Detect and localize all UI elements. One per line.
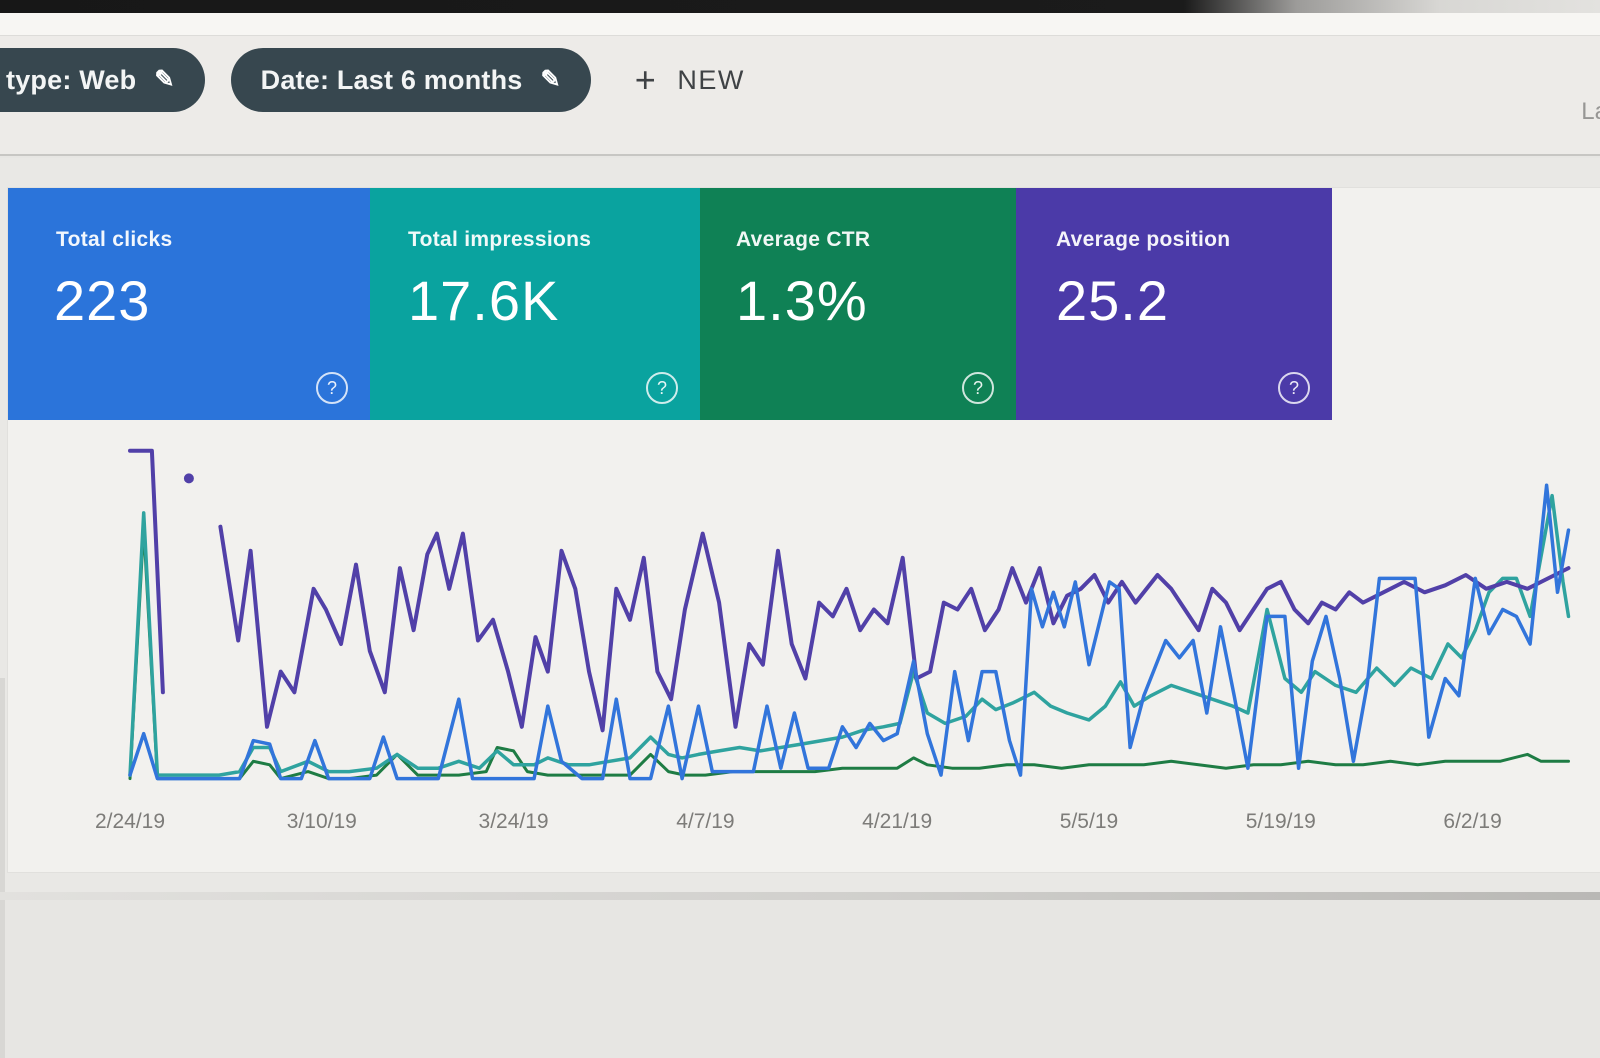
average-position-label: Average position <box>1056 228 1231 251</box>
total-clicks-label: Total clicks <box>56 228 173 251</box>
plus-icon: + <box>634 59 658 100</box>
x-tick-label: 3/24/19 <box>479 810 549 833</box>
x-tick-label: 6/2/19 <box>1443 810 1501 833</box>
average-ctr-card[interactable]: Average CTR 1.3% ? <box>700 188 1016 420</box>
total-clicks-card[interactable]: Total clicks 223 ? <box>8 188 370 420</box>
filter-bar: type: Web ✎ Date: Last 6 months ✎ + NEW … <box>0 36 1600 156</box>
x-tick-label: 4/21/19 <box>862 810 932 833</box>
total-clicks-value: 223 <box>54 269 151 332</box>
average-position-value: 25.2 <box>1056 269 1169 332</box>
filter-chip-row: type: Web ✎ Date: Last 6 months ✎ + NEW <box>0 48 745 112</box>
performance-panel: Total clicks 223 ? Total impressions 17.… <box>8 188 1600 872</box>
series-line-total-clicks <box>128 483 1571 781</box>
search-type-filter-chip[interactable]: type: Web ✎ <box>0 48 205 112</box>
help-icon[interactable]: ? <box>962 372 994 404</box>
help-icon[interactable]: ? <box>316 372 348 404</box>
monitor-left-bezel <box>0 678 5 1058</box>
series-line-average-ctr <box>128 525 1570 781</box>
help-icon[interactable]: ? <box>1278 372 1310 404</box>
performance-line-chart[interactable]: 2/24/19 3/10/19 3/24/19 4/7/19 4/21/19 5/5/19… <box>8 420 1600 872</box>
filter-bar-divider <box>0 154 1600 156</box>
search-type-filter-label: type: Web <box>6 64 137 95</box>
help-icon[interactable]: ? <box>646 372 678 404</box>
x-tick-label: 5/19/19 <box>1246 810 1316 833</box>
line-chart-canvas[interactable]: 2/24/19 3/10/19 3/24/19 4/7/19 4/21/19 5/5/19… <box>8 420 1600 872</box>
date-filter-chip[interactable]: Date: Last 6 months ✎ <box>230 48 591 112</box>
total-impressions-card[interactable]: Total impressions 17.6K ? <box>370 188 700 420</box>
main-content: Total clicks 223 ? Total impressions 17.… <box>0 158 1600 1058</box>
window-chrome-band <box>0 13 1600 36</box>
metric-cards-row: Total clicks 223 ? Total impressions 17.… <box>8 188 1332 420</box>
date-filter-label: Date: Last 6 months <box>260 64 523 95</box>
new-button-label: NEW <box>677 64 745 95</box>
average-ctr-value: 1.3% <box>736 269 868 332</box>
new-filter-button[interactable]: + NEW <box>635 62 745 98</box>
x-tick-label: 4/7/19 <box>676 810 734 833</box>
series-line-average-position <box>218 524 1571 733</box>
isolated-data-point <box>183 473 194 484</box>
edit-pencil-icon[interactable]: ✎ <box>540 66 561 93</box>
monitor-top-bezel <box>0 0 1600 13</box>
monitor-bottom-bezel <box>0 892 1600 900</box>
total-impressions-label: Total impressions <box>408 228 592 251</box>
total-impressions-value: 17.6K <box>408 269 560 332</box>
x-tick-label: 3/10/19 <box>287 810 357 833</box>
x-tick-label: 5/5/19 <box>1060 810 1118 833</box>
x-tick-label: 2/24/19 <box>95 810 165 833</box>
average-ctr-label: Average CTR <box>736 228 871 251</box>
series-line-average-position <box>128 448 165 695</box>
edit-pencil-icon[interactable]: ✎ <box>154 66 175 93</box>
series-line-total-impressions <box>128 493 1571 777</box>
truncated-last-updated-text: La <box>1581 98 1600 125</box>
average-position-card[interactable]: Average position 25.2 ? <box>1016 188 1332 420</box>
